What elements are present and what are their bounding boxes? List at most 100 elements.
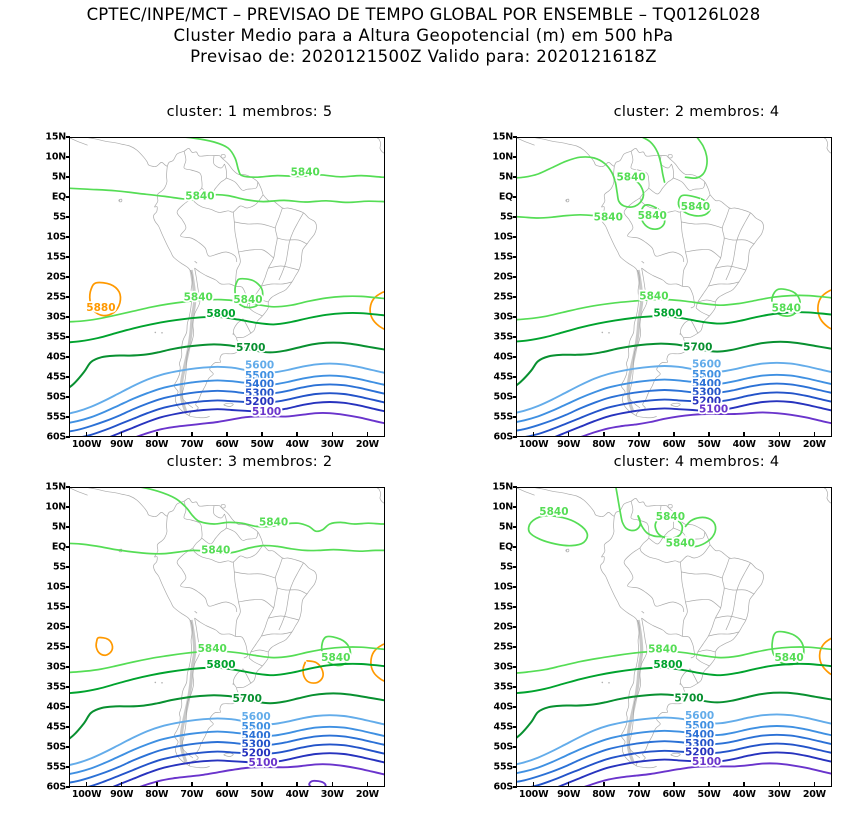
contour-5700 bbox=[70, 341, 384, 389]
contour-label-5400: 5400 bbox=[692, 378, 721, 390]
contour-5500 bbox=[70, 374, 384, 424]
contour-5840 bbox=[677, 194, 711, 217]
contour-5600 bbox=[70, 714, 384, 766]
x-tick-40W: 40W bbox=[285, 439, 309, 450]
y-tick-15S: 15S bbox=[46, 601, 67, 613]
contour-label-5300: 5300 bbox=[692, 387, 721, 399]
svg-text:5400: 5400 bbox=[685, 729, 714, 741]
y-tick-mark bbox=[513, 136, 517, 138]
y-tick-35S: 35S bbox=[46, 331, 67, 343]
contour-label-5800: 5800 bbox=[206, 659, 235, 671]
y-tick-45S: 45S bbox=[46, 371, 67, 383]
y-tick-mark bbox=[66, 726, 70, 728]
svg-text:5840: 5840 bbox=[201, 545, 230, 557]
y-tick-mark bbox=[513, 666, 517, 668]
contour-5840 bbox=[637, 515, 717, 548]
x-tick-20W: 20W bbox=[802, 439, 826, 450]
svg-text:5600: 5600 bbox=[245, 359, 274, 371]
contour-5300 bbox=[82, 392, 384, 436]
y-tick-mark bbox=[66, 176, 70, 178]
coastline-layer bbox=[70, 488, 384, 769]
x-tick-40W: 40W bbox=[285, 789, 309, 800]
svg-text:5800: 5800 bbox=[206, 659, 235, 671]
y-tick-mark bbox=[513, 436, 517, 438]
y-tick-EQ: EQ bbox=[498, 191, 513, 203]
panel-cluster-1: cluster: 1 membros: 5 5880 5880 5840 5840 584… bbox=[24, 104, 400, 464]
contour-label-5840: 5840 bbox=[201, 545, 230, 557]
header-block: CPTEC/INPE/MCT – PREVISAO DE TEMPO GLOBA… bbox=[0, 0, 847, 67]
y-tick-mark bbox=[513, 566, 517, 568]
svg-text:5200: 5200 bbox=[685, 747, 714, 759]
y-tick-10N: 10N bbox=[492, 151, 513, 163]
y-tick-30S: 30S bbox=[493, 311, 514, 323]
svg-text:5800: 5800 bbox=[206, 308, 235, 320]
y-tick-mark bbox=[66, 396, 70, 398]
contour-5840 bbox=[615, 488, 642, 532]
x-tick-70W: 70W bbox=[180, 439, 204, 450]
y-tick-mark bbox=[513, 216, 517, 218]
contour-5800 bbox=[517, 662, 831, 694]
contour-label-5840: 5840 bbox=[648, 643, 677, 655]
x-tick-20W: 20W bbox=[355, 439, 379, 450]
y-tick-15S: 15S bbox=[493, 601, 514, 613]
andes-terrain bbox=[179, 269, 197, 413]
y-tick-15N: 15N bbox=[492, 131, 513, 143]
y-tick-mark bbox=[66, 486, 70, 488]
x-axis-labels: 100W 90W 80W 70W 60W 50W 40W 30W 20W bbox=[69, 789, 385, 805]
x-tick-60W: 60W bbox=[215, 439, 239, 450]
contour-label-5800: 5800 bbox=[653, 659, 682, 671]
contour-5840 bbox=[140, 488, 384, 533]
contour-label-5500: 5500 bbox=[685, 720, 714, 732]
contour-label-5840: 5840 bbox=[666, 537, 695, 549]
y-tick-mark bbox=[66, 376, 70, 378]
contour-5840 bbox=[70, 646, 384, 674]
panel-title-cluster-3: cluster: 3 membros: 2 bbox=[166, 454, 333, 470]
contour-label-5800: 5800 bbox=[206, 308, 235, 320]
andes-terrain bbox=[626, 269, 644, 413]
y-tick-5N: 5N bbox=[51, 521, 66, 533]
contour-label-5840: 5840 bbox=[638, 210, 667, 222]
contour-5500 bbox=[70, 725, 384, 775]
contour-5700 bbox=[517, 691, 831, 739]
panel-title-cluster-2: cluster: 2 membros: 4 bbox=[613, 104, 780, 120]
contour-label-5840: 5840 bbox=[772, 303, 801, 315]
contour-label-5840: 5840 bbox=[185, 191, 214, 203]
svg-text:5840: 5840 bbox=[321, 652, 350, 664]
y-tick-mark bbox=[66, 196, 70, 198]
contour-5800 bbox=[517, 311, 831, 343]
contour-5880 bbox=[370, 643, 384, 682]
y-tick-EQ: EQ bbox=[51, 191, 66, 203]
x-tick-50W: 50W bbox=[250, 789, 274, 800]
y-tick-25S: 25S bbox=[493, 641, 514, 653]
contour-5100 bbox=[580, 411, 831, 436]
map-plot-cluster-4: 5840 5840 5840 5840 5840 5840 5840 5840 5840 5840… bbox=[516, 487, 832, 787]
svg-text:5700: 5700 bbox=[236, 342, 265, 354]
y-tick-mark bbox=[66, 766, 70, 768]
svg-text:5880: 5880 bbox=[86, 302, 115, 314]
contour-label-5840: 5840 bbox=[259, 517, 288, 529]
svg-text:5840: 5840 bbox=[184, 291, 213, 303]
contour-label-5840: 5840 bbox=[291, 167, 320, 179]
y-tick-30S: 30S bbox=[493, 661, 514, 673]
y-tick-55S: 55S bbox=[493, 411, 514, 423]
svg-text:5840: 5840 bbox=[656, 511, 685, 523]
y-tick-mark bbox=[66, 436, 70, 438]
contour-5840 bbox=[517, 646, 831, 674]
panel-title-cluster-1: cluster: 1 membros: 5 bbox=[166, 104, 333, 120]
y-tick-50S: 50S bbox=[493, 391, 514, 403]
contour-map-svg: 5840584058405840584058405840584058005800… bbox=[70, 488, 384, 786]
y-tick-mark bbox=[66, 216, 70, 218]
x-tick-30W: 30W bbox=[767, 789, 791, 800]
y-tick-mark bbox=[513, 176, 517, 178]
x-tick-50W: 50W bbox=[697, 439, 721, 450]
contour-5600 bbox=[70, 362, 384, 415]
y-tick-mark bbox=[513, 156, 517, 158]
x-tick-100W: 100W bbox=[518, 789, 549, 800]
contour-5840 bbox=[771, 288, 801, 317]
y-tick-5S: 5S bbox=[499, 561, 513, 573]
y-tick-5S: 5S bbox=[52, 211, 66, 223]
contour-5400 bbox=[70, 383, 384, 433]
y-tick-mark bbox=[513, 336, 517, 338]
x-tick-80W: 80W bbox=[592, 789, 616, 800]
contour-5200 bbox=[112, 752, 384, 786]
